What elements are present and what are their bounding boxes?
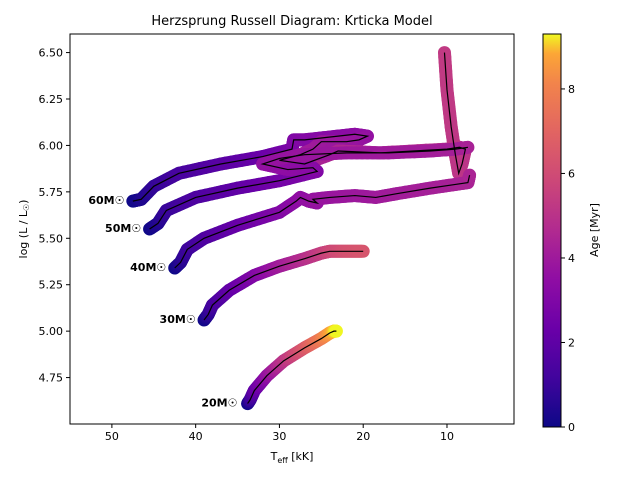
mass-label-value: 50M — [105, 222, 131, 235]
y-tick-label: 5.75 — [39, 186, 64, 199]
mass-label-value: 60M — [88, 194, 114, 207]
track-line-1 — [149, 146, 469, 230]
y-axis-label-main: log (L / L — [17, 210, 30, 258]
track-line-3 — [203, 250, 364, 321]
colorbar-tick-label: 8 — [568, 83, 575, 96]
y-tick-label: 6.25 — [39, 93, 64, 106]
colorbar-tick-label: 4 — [568, 252, 575, 265]
colorbar-label: Age [Myr] — [588, 203, 601, 257]
mass-label-value: 20M — [201, 397, 227, 410]
y-tick-label: 6.00 — [39, 139, 64, 152]
y-axis-label-close: ) — [17, 200, 30, 204]
y-axis-ticks: 4.75 5.00 5.25 5.50 5.75 6.00 6.25 6.50 — [39, 47, 70, 385]
y-tick-label: 4.75 — [39, 372, 64, 385]
track-line-4 — [247, 330, 337, 404]
y-tick-label: 5.00 — [39, 325, 64, 338]
y-tick-label: 6.50 — [39, 47, 64, 60]
track-line-2 — [174, 175, 471, 269]
x-tick-label: 10 — [440, 430, 454, 443]
mass-label-4: 20M☉ — [201, 397, 237, 410]
mass-label-sun-symbol: ☉ — [131, 222, 141, 235]
mass-label-value: 30M — [160, 313, 186, 326]
colorbar-tick-label: 6 — [568, 167, 575, 180]
x-axis-label-unit: [kK] — [288, 450, 314, 463]
colorbar-ticks: 0 2 4 6 8 — [561, 83, 575, 434]
mass-label-value: 40M — [130, 261, 156, 274]
mass-label-sun-symbol: ☉ — [115, 194, 125, 207]
x-tick-label: 40 — [189, 430, 203, 443]
x-axis-label-main: T — [270, 450, 278, 463]
x-tick-label: 20 — [356, 430, 370, 443]
x-tick-label: 50 — [105, 430, 119, 443]
track-line-layer — [132, 52, 471, 404]
x-axis-label: Teff [kK] — [270, 450, 314, 465]
y-tick-label: 5.25 — [39, 279, 64, 292]
colorbar — [542, 33, 562, 428]
y-axis-label-sym: ☉ — [22, 204, 31, 211]
plot-frame — [69, 33, 515, 425]
x-axis-label-sub: eff — [277, 456, 288, 465]
mass-label-sun-symbol: ☉ — [156, 261, 166, 274]
track-line-0 — [132, 52, 467, 202]
x-axis-ticks: 50 40 30 20 10 — [105, 424, 454, 443]
colorbar-tick-label: 0 — [568, 421, 575, 434]
y-axis-label: log (L / L☉) — [17, 200, 31, 259]
mass-label-2: 40M☉ — [130, 261, 166, 274]
track-layer — [126, 46, 477, 411]
mass-label-sun-symbol: ☉ — [228, 397, 238, 410]
mass-label-1: 50M☉ — [105, 222, 141, 235]
mass-label-sun-symbol: ☉ — [186, 313, 196, 326]
mass-label-3: 30M☉ — [160, 313, 196, 326]
y-tick-label: 5.50 — [39, 232, 64, 245]
x-tick-label: 30 — [272, 430, 286, 443]
mass-label-0: 60M☉ — [88, 194, 124, 207]
mass-label-layer: 60M☉50M☉40M☉30M☉20M☉ — [88, 194, 237, 410]
chart-title: Herzsprung Russell Diagram: Krticka Mode… — [151, 14, 432, 29]
colorbar-tick-label: 2 — [568, 336, 575, 349]
